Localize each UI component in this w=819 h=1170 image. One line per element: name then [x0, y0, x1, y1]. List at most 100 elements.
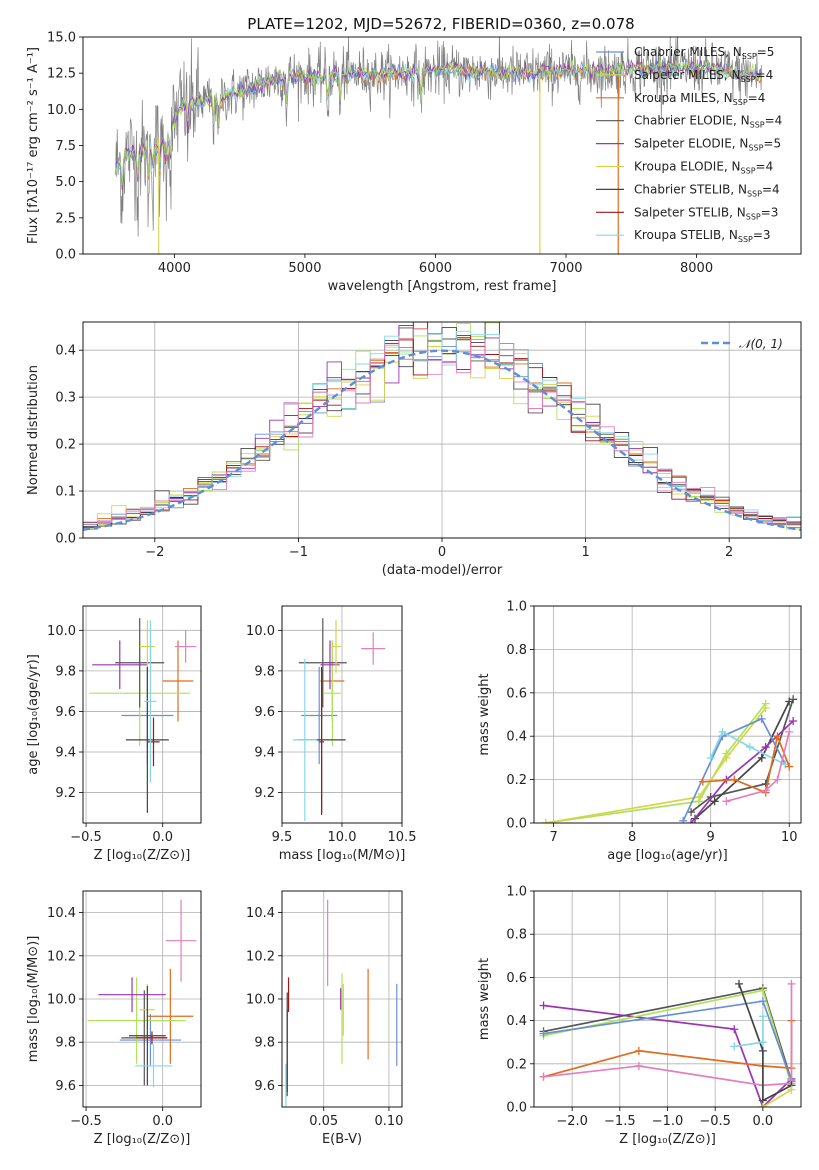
weight-point-marker — [758, 1012, 767, 1021]
y-axis-label: Normed distribution — [26, 365, 41, 495]
legend-label: Kroupa ELODIE, NSSP=4 — [634, 160, 773, 176]
weight-point-marker — [761, 703, 770, 712]
y-tick-label: 10.0 — [47, 993, 76, 1008]
spectrum-legend: Chabrier MILES, NSSP=5 Salpeter MILES, NS… — [596, 45, 782, 244]
spectrum-plot-area — [115, 37, 763, 254]
x-tick-label: 9 — [707, 830, 715, 845]
y-tick-label: 9.6 — [55, 1079, 76, 1094]
y-axis-label: mass [log₁₀(M/M⊙)] — [26, 936, 41, 1063]
x-tick-label: −2 — [145, 545, 164, 560]
y-tick-label: 10.0 — [246, 624, 275, 639]
x-tick-label: 0.0 — [152, 830, 173, 845]
x-tick-label: 10.0 — [328, 830, 357, 845]
mass_vs_Z-panel: −0.5 0.0 9.6 9.8 10.0 10.2 10.4 Z [log₁₀(Z/Z⊙)]… — [26, 890, 202, 1147]
x-axis-label: (data-model)/error — [382, 563, 503, 578]
x-tick-label: −2.0 — [556, 1114, 588, 1129]
observed-spectrum-line — [115, 37, 762, 237]
y-tick-label: 9.8 — [254, 664, 275, 679]
x-tick-label: 9.5 — [272, 830, 293, 845]
x-tick-label: 10 — [781, 830, 798, 845]
weight-point-marker — [634, 1046, 643, 1055]
y-tick-label: 0.8 — [506, 643, 527, 658]
x-axis-label: wavelength [Angstrom, rest frame] — [328, 279, 557, 294]
legend-label: Chabrier STELIB, NSSP=4 — [634, 182, 780, 198]
weight-point-marker — [698, 777, 707, 786]
x-tick-label: 4000 — [158, 261, 191, 276]
legend-label: Kroupa STELIB, NSSP=3 — [634, 228, 771, 244]
y-tick-label: 0.4 — [506, 1014, 527, 1029]
weight-series-line — [762, 1088, 792, 1107]
weight-point-marker — [758, 1103, 767, 1107]
residuals-plot-area — [83, 322, 801, 531]
weight-point-marker — [634, 1061, 643, 1070]
mass_vs_Z-plot-area — [87, 899, 197, 1088]
y-tick-label: 9.2 — [254, 786, 275, 801]
weight_vs_age-plot-area — [541, 695, 798, 823]
age_vs_mass-plot-area — [292, 618, 386, 821]
x-tick-label: 8000 — [680, 261, 713, 276]
age_vs_Z-panel: −0.5 0.0 9.2 9.4 9.6 9.8 10.0 Z [log₁₀(Z/Z⊙)] ag… — [26, 605, 202, 863]
weight-point-marker — [757, 714, 766, 723]
weight-point-marker — [539, 1072, 548, 1081]
weight-point-marker — [730, 1025, 739, 1034]
weight-point-marker — [789, 717, 798, 726]
mass_vs_Z-frame — [82, 890, 202, 1108]
weight-point-marker — [706, 753, 715, 762]
weight-series-line — [690, 699, 794, 813]
x-tick-label: 0.10 — [374, 1114, 403, 1129]
x-tick-label: 6000 — [419, 261, 452, 276]
age_vs_mass-panel: 9.5 10.0 10.5 9.2 9.4 9.6 9.8 10.0 mass [log₁₀(M… — [246, 605, 416, 863]
x-tick-label: 0.0 — [152, 1114, 173, 1129]
weight-point-marker — [757, 753, 766, 762]
x-tick-label: 0 — [438, 545, 446, 560]
weight_vs_Z-plot-area — [539, 979, 796, 1107]
age_vs_Z-plot-area — [89, 618, 197, 813]
weight-point-marker — [679, 816, 688, 823]
age_vs_Z-frame — [82, 605, 202, 824]
weight-point-marker — [687, 819, 696, 823]
mass_vs_EBV-frame — [281, 890, 403, 1108]
y-tick-label: 0.2 — [506, 1057, 527, 1072]
y-tick-label: 9.8 — [254, 1036, 275, 1051]
legend-label: Salpeter STELIB, NSSP=3 — [634, 205, 778, 221]
x-tick-label: −1.0 — [652, 1114, 684, 1129]
weight-point-marker — [761, 743, 770, 752]
spectrum-panel: 4000 5000 6000 7000 8000 0.0 2.5 5.0 7.5 10.0 12.5… — [26, 31, 802, 294]
y-tick-label: 10.4 — [246, 906, 275, 921]
age_vs_mass-frame — [281, 605, 403, 824]
spectrum-frame — [82, 36, 802, 255]
x-tick-label: 0.0 — [753, 1114, 774, 1129]
normal-reference-curve — [83, 349, 801, 531]
weight-point-marker — [758, 1038, 767, 1047]
y-tick-label: 9.2 — [55, 786, 76, 801]
x-tick-label: 0.05 — [309, 1114, 338, 1129]
weight-point-marker — [687, 808, 696, 817]
x-axis-label: Z [log₁₀(Z/Z⊙)] — [94, 848, 191, 863]
x-axis-label: mass [log₁₀(M/M⊙)] — [279, 848, 406, 863]
legend-label: Kroupa MILES, NSSP=4 — [634, 91, 765, 107]
y-tick-label: 0.4 — [55, 344, 76, 359]
weight-series-line — [726, 731, 791, 803]
y-tick-label: 10.0 — [246, 993, 275, 1008]
weight-point-marker — [539, 1029, 548, 1038]
y-axis-label: Flux [fλ10⁻¹⁷ erg cm⁻² s⁻¹ A⁻¹] — [26, 47, 41, 244]
weight_vs_Z-frame — [533, 890, 802, 1108]
residuals-frame — [82, 321, 802, 539]
y-tick-label: 1.0 — [506, 885, 527, 900]
legend-label: Chabrier MILES, NSSP=5 — [634, 45, 774, 61]
y-tick-label: 9.8 — [55, 664, 76, 679]
weight-point-marker — [773, 775, 782, 784]
x-tick-label: 2 — [725, 545, 733, 560]
y-tick-label: 9.8 — [55, 1036, 76, 1051]
weight_vs_age-panel: 7 8 9 10 0.0 0.2 0.4 0.6 0.8 1.0 age [log₁₀(age/yr… — [477, 600, 802, 863]
y-tick-label: 9.6 — [55, 705, 76, 720]
legend-label: Salpeter MILES, NSSP=4 — [634, 68, 773, 84]
x-axis-label: age [log₁₀(age/yr)] — [607, 848, 728, 863]
x-tick-label: −1 — [289, 545, 308, 560]
weight-series-line — [738, 983, 792, 1102]
y-tick-label: 10.2 — [47, 949, 76, 964]
weight_vs_age-frame — [533, 605, 802, 824]
y-tick-label: 0.0 — [55, 248, 76, 263]
weight-series-line — [545, 707, 767, 823]
